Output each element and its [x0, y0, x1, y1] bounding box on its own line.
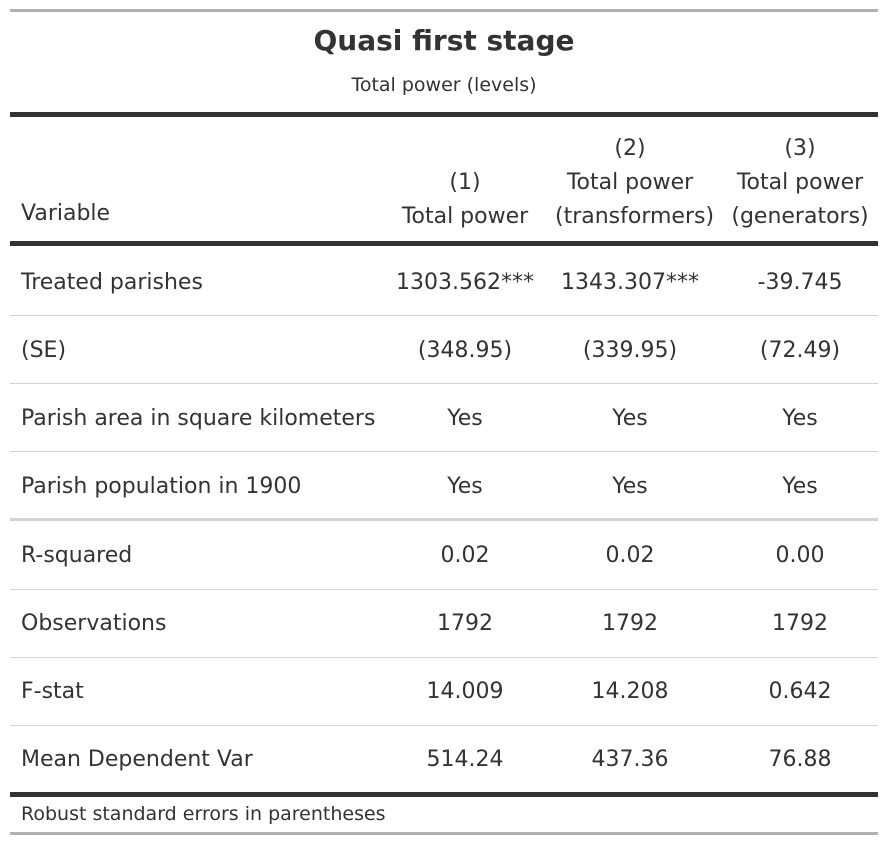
top-rule [10, 9, 878, 12]
header-col-1-line1: Total power [401, 204, 529, 229]
header-col-3-line2: (generators) [731, 204, 869, 229]
row-label: (SE) [21, 338, 67, 363]
row-value: 0.02 [605, 543, 655, 568]
row-value: 14.208 [591, 679, 669, 704]
row-divider [10, 315, 878, 316]
row-value: Yes [447, 406, 483, 431]
row-label: Parish population in 1900 [21, 474, 302, 499]
row-value: -39.745 [757, 270, 843, 295]
row-label: Treated parishes [21, 270, 203, 295]
row-divider [10, 451, 878, 452]
row-value: Yes [447, 474, 483, 499]
header-col-1: (1) Total power [395, 166, 535, 234]
row-value: 1792 [772, 611, 828, 636]
header-col-2-number: (2) [614, 136, 646, 161]
row-divider [10, 725, 878, 726]
row-value: Yes [612, 474, 648, 499]
row-value: Yes [782, 474, 818, 499]
header-col-3-line1: Total power [736, 170, 864, 195]
row-value: 1343.307*** [561, 270, 699, 295]
header-bottom-rule [10, 241, 878, 246]
row-divider [10, 383, 878, 384]
row-label: F-stat [21, 679, 84, 704]
row-value: 1792 [437, 611, 493, 636]
row-label: R-squared [21, 543, 133, 568]
row-value: (348.95) [417, 338, 513, 363]
row-value: 437.36 [591, 747, 669, 772]
table-bottom-rule [10, 792, 878, 797]
row-value: 0.642 [768, 679, 832, 704]
row-label: Observations [21, 611, 167, 636]
row-value: Yes [612, 406, 648, 431]
row-value: 1792 [602, 611, 658, 636]
row-label: Parish area in square kilometers [21, 406, 376, 431]
row-value: 14.009 [426, 679, 504, 704]
header-top-rule [10, 112, 878, 117]
row-value: Yes [782, 406, 818, 431]
row-value: (72.49) [759, 338, 841, 363]
header-col-3-number: (3) [784, 136, 816, 161]
header-variable: Variable [21, 201, 111, 226]
row-value: (339.95) [582, 338, 678, 363]
row-value: 0.02 [440, 543, 490, 568]
table-footnote: Robust standard errors in parentheses [21, 803, 386, 825]
header-col-2-line2: (transformers) [555, 204, 715, 229]
header-col-1-number: (1) [449, 170, 481, 195]
row-value: 1303.562*** [396, 270, 534, 295]
row-value: 0.00 [775, 543, 825, 568]
row-divider [10, 589, 878, 590]
header-col-3: (3) Total power (generators) [730, 132, 870, 234]
header-col-2: (2) Total power (transformers) [555, 132, 715, 234]
table-title: Quasi first stage [313, 24, 575, 57]
bottom-rule [10, 832, 878, 835]
section-divider [10, 518, 878, 521]
header-col-2-line1: Total power [566, 170, 694, 195]
table-subtitle: Total power (levels) [351, 74, 537, 96]
row-value: 76.88 [768, 747, 832, 772]
row-label: Mean Dependent Var [21, 747, 253, 772]
row-value: 514.24 [426, 747, 504, 772]
row-divider [10, 657, 878, 658]
